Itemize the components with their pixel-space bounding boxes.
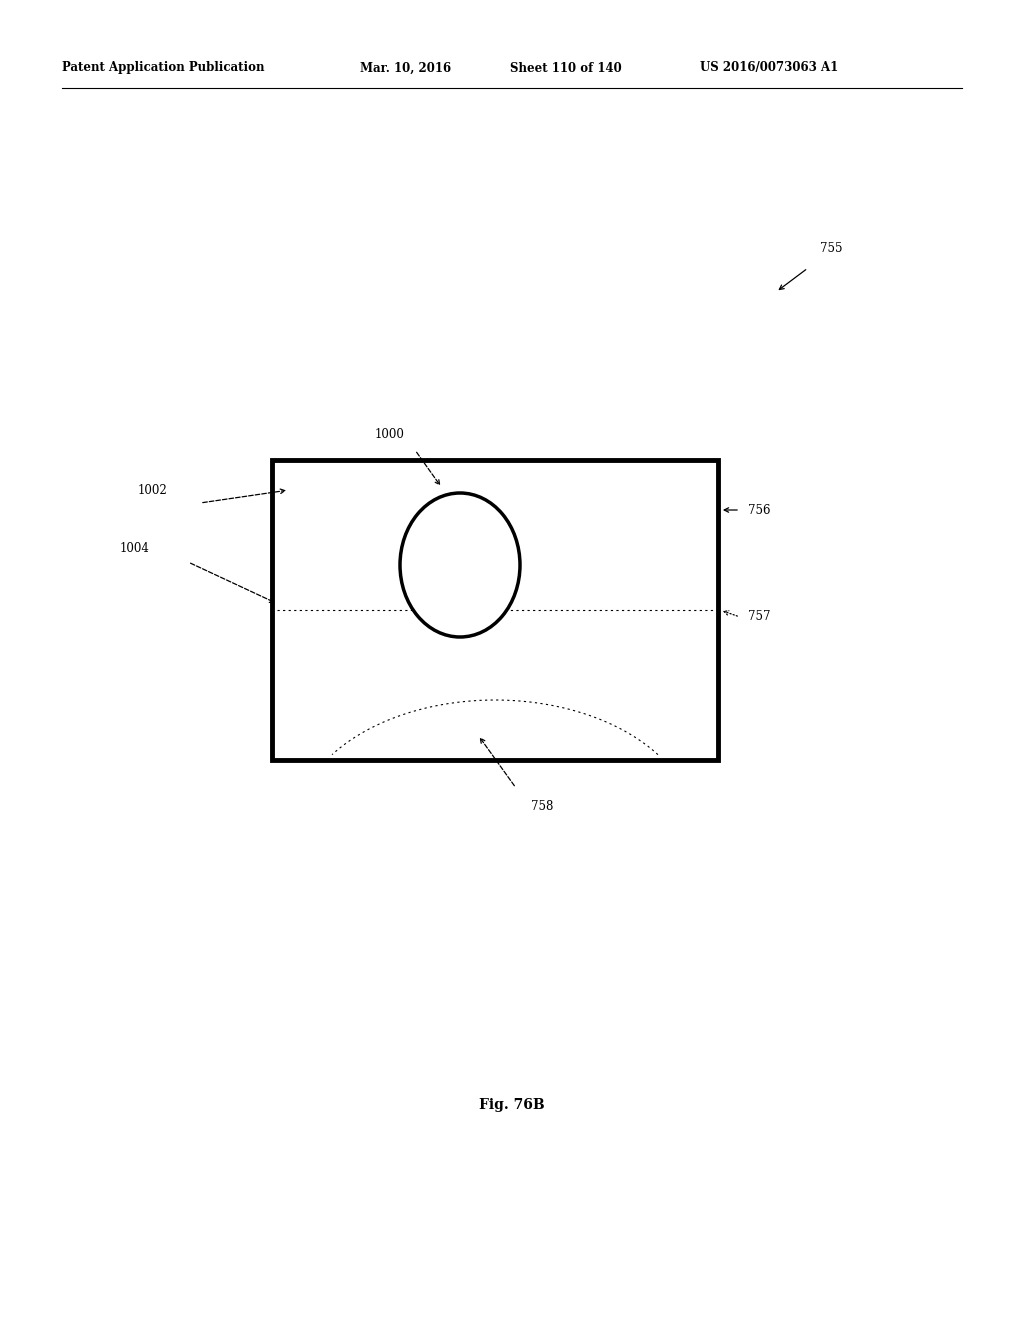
Text: Fig. 76B: Fig. 76B <box>479 1098 545 1111</box>
Text: 1002: 1002 <box>138 483 168 496</box>
Text: US 2016/0073063 A1: US 2016/0073063 A1 <box>700 62 839 74</box>
Text: Mar. 10, 2016: Mar. 10, 2016 <box>360 62 452 74</box>
Text: Sheet 110 of 140: Sheet 110 of 140 <box>510 62 622 74</box>
Text: 756: 756 <box>748 503 770 516</box>
Bar <box>272 459 718 760</box>
Text: 1000: 1000 <box>375 429 404 441</box>
Text: 1004: 1004 <box>120 541 150 554</box>
Text: 758: 758 <box>530 800 553 813</box>
Ellipse shape <box>400 492 520 638</box>
Text: 757: 757 <box>748 610 770 623</box>
Text: Patent Application Publication: Patent Application Publication <box>62 62 264 74</box>
Text: 755: 755 <box>820 242 843 255</box>
